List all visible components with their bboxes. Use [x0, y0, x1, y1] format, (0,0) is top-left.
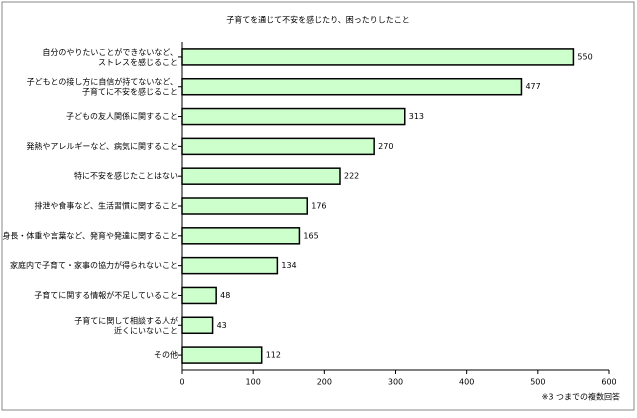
y-tick-label: 家庭内で子育て・家事の協力が得られないこと	[10, 260, 178, 270]
value-label: 134	[281, 261, 296, 270]
value-label: 222	[344, 172, 359, 181]
value-label: 48	[220, 291, 230, 300]
bar	[181, 107, 406, 126]
x-tick-label: 0	[179, 378, 184, 387]
bar	[181, 197, 309, 215]
value-label: 176	[311, 202, 326, 211]
x-tick-label: 400	[459, 378, 474, 387]
bar	[181, 286, 217, 305]
bar	[181, 48, 575, 66]
y-tick-label: 排泄や食事など、生活習慣に関すること	[34, 201, 178, 211]
y-tick-label: 子どもの友人関係に関すること	[66, 111, 178, 121]
y-tick-label: 子育てに関する情報が不足していること	[34, 290, 178, 300]
bar	[181, 256, 279, 275]
bar	[181, 137, 375, 156]
x-tick-label: 300	[388, 378, 403, 387]
chart-title: 子育てを通じて不安を感じたり、困ったりしたこと	[226, 15, 410, 25]
y-tick-label: 発熱やアレルギーなど、病気に関すること	[26, 141, 178, 151]
y-tick-label: 自分のやりたいことができないなど、ストレスを感じること	[42, 46, 178, 66]
bar	[181, 167, 341, 185]
value-label: 313	[409, 112, 424, 121]
frame	[1, 1, 635, 411]
y-tick-label: 身長・体重や言葉など、発育や発達に関すること	[2, 230, 178, 240]
value-label: 550	[577, 52, 592, 61]
y-tick-label: 子育てに関して相談する人が近くにいないこと	[74, 315, 178, 335]
bar	[181, 346, 263, 364]
x-tick-label: 100	[246, 378, 261, 387]
x-tick-label: 500	[530, 378, 545, 387]
value-label: 112	[266, 351, 281, 360]
bar	[181, 77, 523, 96]
value-label: 43	[217, 321, 227, 330]
y-tick-label: 子どもとの接し方に自信が持てないなど、子育てに不安を感じること	[27, 76, 178, 96]
bar	[181, 227, 301, 245]
note: ※3 つまでの複数回答	[542, 392, 620, 402]
x-tick-label: 600	[601, 378, 616, 387]
value-label: 270	[378, 142, 393, 151]
y-tick-label: 特に不安を感じたことはない	[74, 171, 178, 181]
x-tick-label: 200	[317, 378, 332, 387]
bar	[181, 316, 214, 335]
value-label: 477	[525, 82, 540, 91]
y-tick-label: その他	[154, 350, 178, 360]
value-label: 165	[303, 231, 318, 240]
